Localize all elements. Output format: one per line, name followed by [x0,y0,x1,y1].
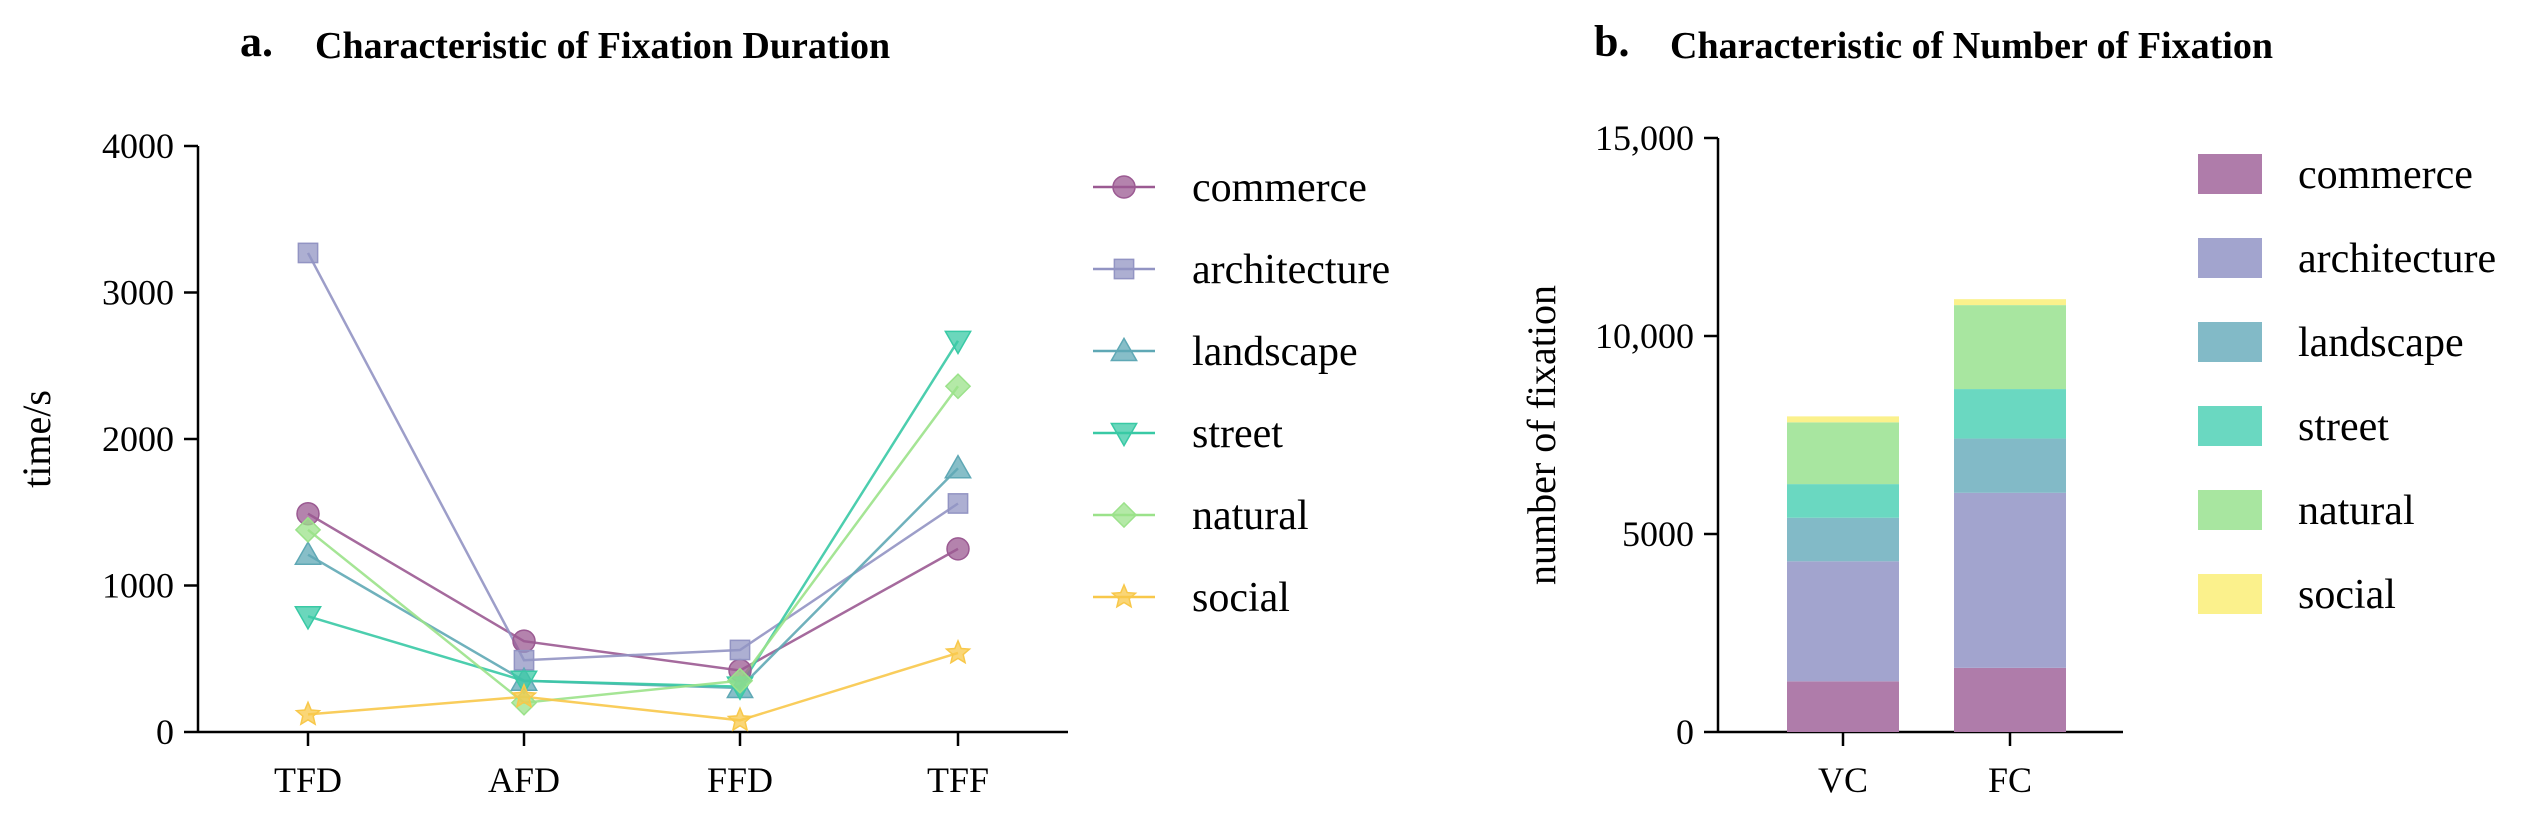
y-tick-label-b: 15,000 [1595,118,1694,158]
y-tick-label: 0 [156,712,174,752]
y-tick-label: 1000 [102,566,174,606]
legend-label-commerce: commerce [1192,165,1367,211]
legend-swatch-social [2198,574,2262,614]
data-point-architecture [729,639,751,661]
legend-marker-landscape [1110,336,1138,362]
legend-marker-commerce [1112,175,1136,199]
x-tick-label: TFD [274,760,342,800]
legend-marker-architecture [1113,258,1135,280]
stacked-bar-panel: number of fixation 0 5000 10,000 15,000 VC F… [1519,118,2496,800]
bar-segment-street [1787,484,1899,518]
legend-label-b-street: street [2298,404,2389,450]
series-line-natural [307,385,960,704]
legend-label-landscape: landscape [1192,329,1358,375]
panel-b-title: Characteristic of Number of Fixation [1670,25,2273,67]
y-axis-title: time/s [14,390,59,488]
legend-swatch-street [2198,406,2262,446]
data-point-natural [726,667,754,694]
series-line-social [307,651,959,722]
legend-label-natural: natural [1192,493,1309,539]
panel-a-letter: a. [240,17,273,66]
x-tick-label-b: FC [1988,760,2032,800]
legend-label-social: social [1192,575,1290,621]
bar-segment-street [1954,389,2066,439]
series-line-commerce [307,512,959,672]
data-point-commerce [946,537,970,561]
legend-label-b-architecture: architecture [2298,236,2496,282]
data-point-architecture [947,493,969,514]
data-point-street [294,606,322,631]
panel-b-letter: b. [1594,17,1629,66]
line-chart-panel: time/s 0 1000 2000 3000 4000 TFD AFD FFD TFF co… [14,126,1390,800]
bar-segment-natural [1954,305,2066,390]
legend-marker-street [1110,422,1138,448]
data-point-natural [944,373,972,400]
bar-segment-natural [1787,422,1899,485]
y-axis-title-b: number of fixation [1519,285,1564,585]
data-point-architecture [297,242,319,264]
y-tick-label-b: 5000 [1622,514,1694,554]
legend-swatch-landscape [2198,322,2262,362]
bar-segment-landscape [1787,517,1899,562]
bar-segment-social [1787,416,1899,423]
y-tick-label: 2000 [102,419,174,459]
bar-segment-commerce [1954,667,2066,732]
bar-segment-commerce [1787,681,1899,732]
data-point-landscape [944,454,972,479]
data-point-social [726,706,754,732]
legend-label-b-commerce: commerce [2298,152,2473,198]
bar-segment-social [1954,299,2066,306]
legend-swatch-commerce [2198,154,2262,194]
data-point-commerce [512,629,536,653]
legend-label-b-landscape: landscape [2298,320,2464,366]
legend-label-street: street [1192,411,1283,457]
legend-swatch-natural [2198,490,2262,530]
data-point-social [944,638,972,665]
x-tick-label: FFD [707,760,773,800]
legend-swatch-architecture [2198,238,2262,278]
x-tick-label: TFF [927,760,989,800]
y-tick-label-b: 0 [1676,712,1694,752]
data-point-social [294,700,322,726]
bar-segment-architecture [1954,492,2066,668]
bar-segment-landscape [1954,438,2066,493]
data-point-landscape [294,540,322,565]
legend-marker-social [1110,582,1138,609]
series-line-architecture [306,252,959,662]
bar-segment-architecture [1787,561,1899,682]
data-point-street [510,670,538,695]
legend-label-b-social: social [2298,572,2396,618]
legend-label-architecture: architecture [1192,247,1390,293]
x-tick-label-b: VC [1818,760,1868,800]
y-tick-label: 4000 [102,126,174,166]
panel-a-title: Characteristic of Fixation Duration [315,25,890,67]
legend-label-b-natural: natural [2298,488,2415,534]
series-line-street [307,340,960,688]
data-point-street [944,330,972,356]
data-point-social [510,682,538,709]
x-tick-label: AFD [488,760,560,800]
y-tick-label: 3000 [102,273,174,313]
data-point-natural [294,516,322,543]
legend-marker-natural [1110,501,1138,529]
y-tick-label-b: 10,000 [1595,316,1694,356]
